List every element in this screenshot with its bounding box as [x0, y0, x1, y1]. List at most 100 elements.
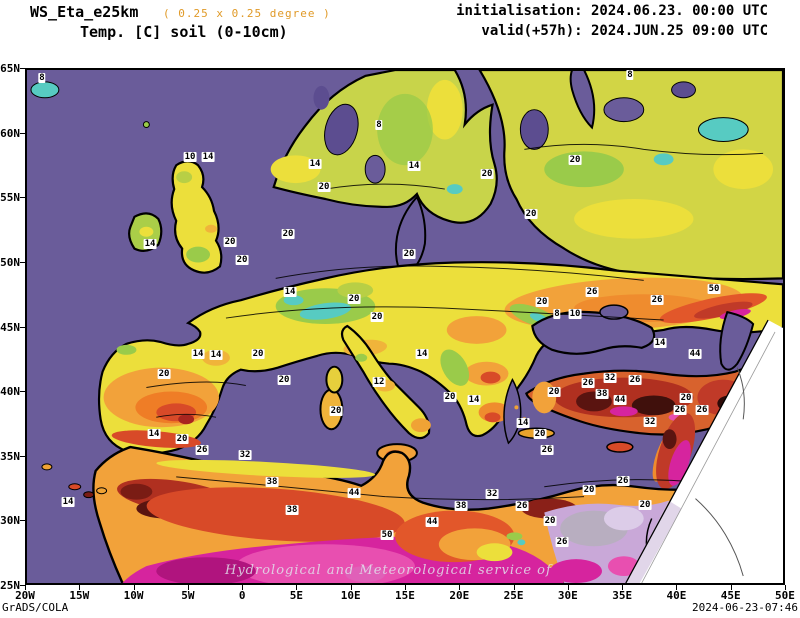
contour-label: 14	[61, 497, 75, 507]
lon-label: 40E	[666, 589, 687, 602]
contour-label: 20	[535, 297, 549, 307]
contour-label: 50	[380, 530, 394, 540]
lat-label: 55N	[0, 191, 20, 205]
lon-axis: 20W 15W 10W 5W 0 5E 10E 15E 20E 25E 30E 35E 40E 45E 50…	[15, 589, 795, 603]
lon-label: 15E	[395, 589, 415, 602]
contour-label: 14	[143, 239, 157, 249]
contour-label: 8	[375, 120, 383, 130]
variable-title: Temp. [C] soil (0-10cm)	[80, 23, 288, 41]
contour-label: 14	[201, 152, 215, 162]
contour-label: 26	[515, 501, 529, 511]
contour-label: 20	[347, 294, 361, 304]
contour-label: 26	[555, 537, 569, 547]
lat-label: 65N	[0, 62, 20, 75]
contour-label: 20	[281, 229, 295, 239]
contour-label: 38	[595, 389, 609, 399]
grads-credit: GrADS/COLA	[2, 601, 69, 614]
contour-label: 20	[277, 375, 291, 385]
lat-label: 30N	[0, 514, 20, 528]
contour-label: 38	[454, 501, 468, 511]
temperature-map-svg	[27, 70, 783, 583]
lat-axis: 65N 60N 55N 50N 45N 40N 35N 30N 25N	[0, 62, 22, 592]
lon-label: 50E	[775, 589, 795, 602]
lon-label: 45E	[720, 589, 741, 602]
contour-label: 20	[638, 500, 652, 510]
lat-label: 60N	[0, 126, 20, 140]
watermark: Hydrological and Meteorological service …	[225, 563, 552, 578]
lon-label: 30E	[557, 589, 578, 602]
lat-label: 45N	[0, 320, 20, 334]
contour-label: 20	[582, 485, 596, 495]
lon-label: 5E	[289, 589, 304, 602]
contour-label: 44	[425, 517, 439, 527]
contour-label: 44	[688, 349, 702, 359]
contour-label: 26	[540, 445, 554, 455]
initialisation-label: initialisation: 2024.06.23. 00:00 UTC	[456, 3, 768, 19]
contour-label: 26	[581, 378, 595, 388]
contour-label: 14	[407, 161, 421, 171]
lat-label: 25N	[0, 579, 20, 592]
contour-label: 20	[543, 516, 557, 526]
contour-label: 20	[679, 393, 693, 403]
contour-label: 26	[628, 375, 642, 385]
contour-label: 14	[467, 395, 481, 405]
contour-label: 20	[329, 406, 343, 416]
contour-label: 14	[653, 338, 667, 348]
contour-label: 26	[650, 295, 664, 305]
contour-label: 26	[195, 445, 209, 455]
lon-label: 10W	[123, 589, 144, 602]
lon-label: 25E	[503, 589, 524, 602]
lon-label: 10E	[340, 589, 361, 602]
contour-label: 38	[285, 505, 299, 515]
contour-label: 12	[372, 377, 386, 387]
contour-label: 32	[238, 450, 252, 460]
contour-label: 20	[317, 182, 331, 192]
lon-label: 15W	[69, 589, 90, 602]
contour-label: 20	[533, 429, 547, 439]
contour-label: 26	[695, 405, 709, 415]
contour-label: 20	[223, 237, 237, 247]
contour-label: 14	[147, 429, 161, 439]
contour-label: 20	[480, 169, 494, 179]
contour-label: 14	[516, 418, 530, 428]
contour-label: 14	[308, 159, 322, 169]
contour-label: 26	[673, 405, 687, 415]
contour-label: 20	[568, 155, 582, 165]
lat-label: 50N	[0, 255, 20, 269]
contour-label: 32	[603, 373, 617, 383]
contour-label: 14	[191, 349, 205, 359]
contour-label: 8	[38, 73, 46, 83]
contour-label: 38	[265, 477, 279, 487]
contour-label: 20	[402, 249, 416, 259]
lon-label: 5W	[181, 589, 195, 602]
lon-label: 0	[238, 589, 246, 602]
contour-label: 20	[443, 392, 457, 402]
valid-time-label: valid(+57h): 2024.JUN.25 09:00 UTC	[481, 23, 768, 39]
contour-label: 26	[616, 476, 630, 486]
lon-label: 20W	[15, 589, 35, 602]
contour-label: 44	[613, 395, 627, 405]
contour-label: 20	[547, 387, 561, 397]
lat-label: 40N	[0, 385, 20, 399]
contour-label: 14	[283, 287, 297, 297]
contour-label: 20	[175, 434, 189, 444]
contour-label: 10	[183, 152, 197, 162]
map-frame: Hydrological and Meteorological service …	[25, 68, 785, 585]
contour-label: 20	[251, 349, 265, 359]
contour-label: 8	[626, 70, 634, 80]
contour-label: 50	[707, 284, 721, 294]
contour-label: 32	[643, 417, 657, 427]
contour-label: 44	[347, 488, 361, 498]
contour-label: 20	[235, 255, 249, 265]
contour-label: 14	[209, 350, 223, 360]
contour-label: 20	[157, 369, 171, 379]
contour-label: 20	[524, 209, 538, 219]
lon-label: 35E	[612, 589, 633, 602]
contour-label: 26	[585, 287, 599, 297]
lat-label: 35N	[0, 449, 20, 463]
model-title: WS_Eta_e25km	[30, 3, 139, 21]
contour-label: 10	[568, 309, 582, 319]
resolution-label: ( 0.25 x 0.25 degree )	[163, 7, 331, 20]
contour-label: 14	[415, 349, 429, 359]
